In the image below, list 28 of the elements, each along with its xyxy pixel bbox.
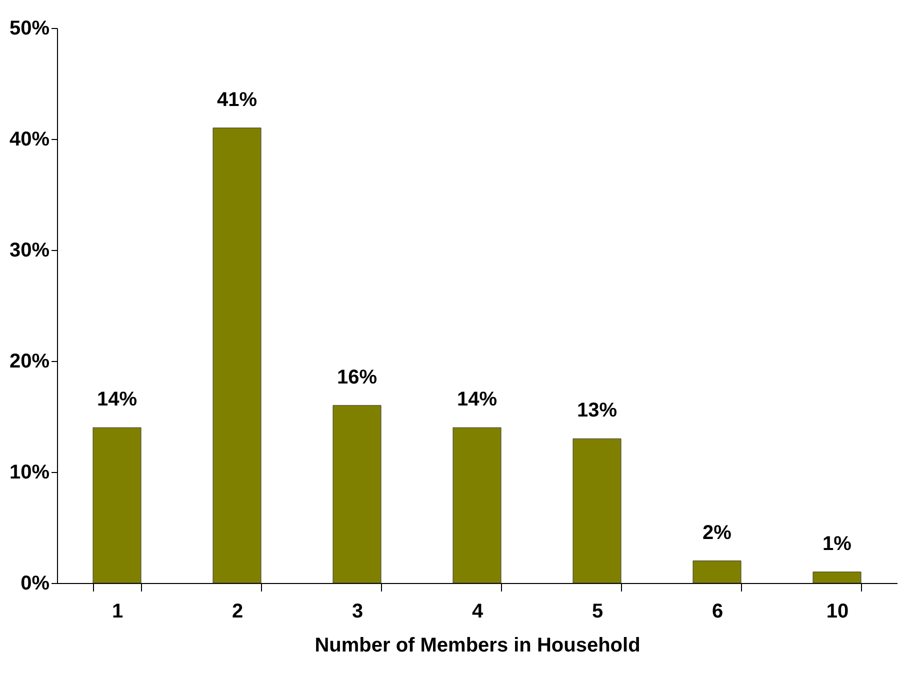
y-tick-label: 30% (9, 240, 50, 262)
x-tick-label: 4 (472, 600, 484, 622)
data-label: 41% (216, 88, 258, 111)
x-axis-title: Number of Members in Household (314, 634, 640, 656)
data-label: 2% (702, 522, 732, 544)
bar (692, 560, 742, 584)
data-label: 14% (96, 388, 138, 411)
bar (812, 572, 862, 584)
x-tick-label: 2 (232, 600, 244, 622)
x-tick-label: 5 (592, 600, 604, 622)
x-tick-label: 3 (352, 600, 364, 622)
bar (332, 405, 382, 584)
bar (212, 128, 262, 584)
y-tick-label: 10% (9, 462, 50, 484)
y-tick-label: 0% (20, 572, 50, 594)
data-label: 14% (456, 388, 498, 411)
bar (92, 427, 142, 584)
bar (452, 427, 502, 584)
x-tick-label: 10 (826, 600, 849, 622)
y-tick-label: 40% (9, 128, 50, 150)
x-tick-label: 1 (112, 600, 124, 622)
y-tick-label: 20% (9, 350, 50, 372)
data-label: 1% (822, 532, 852, 555)
data-label: 13% (576, 400, 618, 422)
y-tick-label: 50% (9, 18, 50, 40)
bar (572, 438, 622, 584)
x-tick-label: 6 (712, 600, 724, 622)
data-label: 16% (336, 366, 378, 388)
